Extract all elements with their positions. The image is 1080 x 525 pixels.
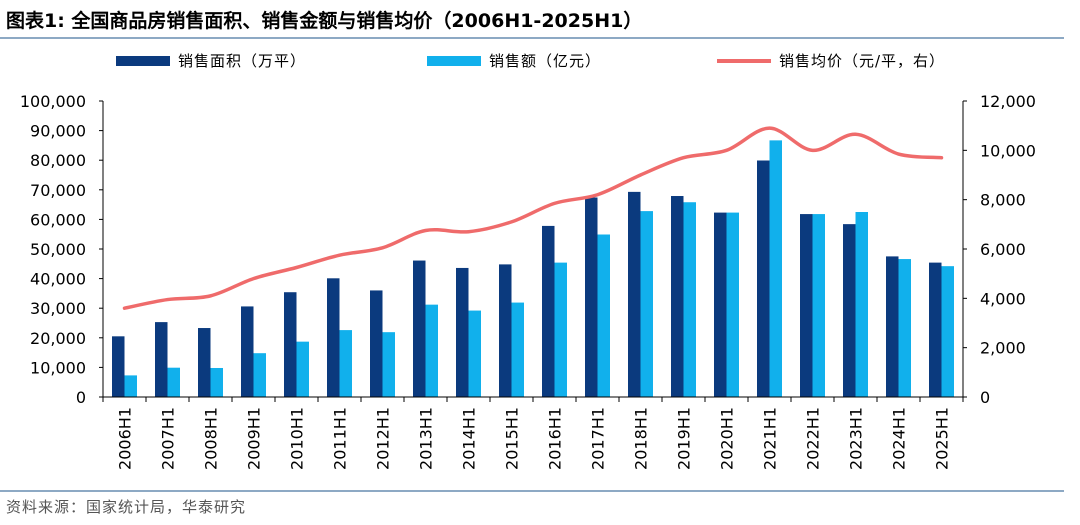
left-tick-label: 10,000 — [30, 358, 86, 377]
bar-area — [929, 262, 942, 397]
right-tick-label: 10,000 — [980, 141, 1036, 160]
x-tick-label: 2017H1 — [589, 407, 608, 470]
right-tick-label: 8,000 — [980, 191, 1026, 210]
bar-area — [112, 336, 125, 397]
bar-area — [843, 224, 856, 397]
x-tick-label: 2006H1 — [116, 407, 135, 470]
left-tick-label: 30,000 — [30, 299, 86, 318]
bar-area — [714, 212, 727, 397]
legend-label-price: 销售均价（元/平，右） — [779, 52, 945, 70]
x-tick-label: 2020H1 — [718, 407, 737, 470]
bars-group — [112, 140, 954, 398]
x-tick-label: 2022H1 — [804, 407, 823, 470]
bar-amount — [597, 234, 610, 397]
bar-amount — [253, 353, 266, 397]
x-axis: 2006H1 2007H1 2008H1 2009H1 2010H1 2011H1 2012… — [102, 396, 964, 470]
bar-amount — [726, 212, 739, 397]
bar-amount — [339, 330, 352, 397]
bar-area — [198, 328, 211, 397]
bar-area — [585, 197, 598, 397]
bar-area — [327, 278, 340, 397]
bar-amount — [468, 310, 481, 397]
bar-amount — [683, 202, 696, 397]
bar-amount — [511, 302, 524, 397]
bar-amount — [855, 212, 868, 397]
legend-swatch-area — [116, 56, 170, 66]
legend-label-area: 销售面积（万平） — [178, 52, 306, 70]
chart-title: 图表1: 全国商品房销售面积、销售金额与销售均价（2006H1-2025H1） — [6, 10, 643, 32]
x-tick-label: 2009H1 — [245, 407, 264, 470]
bar-amount — [554, 262, 567, 397]
bar-area — [370, 290, 383, 397]
x-tick-label: 2008H1 — [202, 407, 221, 470]
x-tick-label: 2012H1 — [374, 407, 393, 470]
x-tick-label: 2016H1 — [546, 407, 565, 470]
x-tick-label: 2013H1 — [417, 407, 436, 470]
left-tick-label: 50,000 — [30, 240, 86, 259]
x-tick-label: 2023H1 — [847, 407, 866, 470]
bar-amount — [167, 367, 180, 397]
right-tick-label: 4,000 — [980, 289, 1026, 308]
bar-area — [413, 260, 426, 397]
left-tick-label: 60,000 — [30, 210, 86, 229]
x-tick-label: 2025H1 — [933, 407, 952, 470]
legend: 销售面积（万平） 销售额（亿元） 销售均价（元/平，右） — [116, 52, 945, 70]
x-tick-label: 2014H1 — [460, 407, 479, 470]
bar-amount — [769, 140, 782, 398]
left-tick-label: 100,000 — [20, 92, 86, 111]
legend-label-amount: 销售额（亿元） — [489, 52, 601, 70]
bar-area — [456, 267, 469, 397]
bar-area — [628, 191, 641, 397]
source-note: 资料来源：国家统计局，华泰研究 — [6, 498, 247, 516]
x-tick-label: 2021H1 — [761, 407, 780, 470]
right-tick-label: 0 — [980, 388, 990, 407]
top-divider — [0, 37, 1064, 39]
x-tick-label: 2019H1 — [675, 407, 694, 470]
bar-amount — [296, 341, 309, 397]
chart-canvas: 销售面积（万平） 销售额（亿元） 销售均价（元/平，右） 0 10,000 20,000… — [20, 52, 1036, 470]
bar-amount — [210, 367, 223, 397]
x-tick-label: 2018H1 — [632, 407, 651, 470]
bar-amount — [425, 304, 438, 397]
bar-amount — [898, 259, 911, 397]
left-tick-label: 80,000 — [30, 151, 86, 170]
bottom-divider — [0, 490, 1064, 492]
right-y-axis: 0 2,000 4,000 6,000 8,000 10,000 12,000 — [962, 92, 1036, 407]
bar-area — [542, 225, 555, 397]
x-tick-label: 2015H1 — [503, 407, 522, 470]
bar-area — [155, 322, 168, 397]
right-tick-label: 6,000 — [980, 240, 1026, 259]
bar-amount — [382, 332, 395, 397]
bar-amount — [640, 211, 653, 397]
bar-area — [757, 160, 770, 397]
left-tick-label: 0 — [76, 388, 86, 407]
left-tick-label: 70,000 — [30, 181, 86, 200]
left-tick-label: 90,000 — [30, 122, 86, 141]
left-y-axis: 0 10,000 20,000 30,000 40,000 50,000 60,000 70,… — [20, 92, 104, 407]
price-line-group — [122, 126, 944, 310]
right-tick-label: 2,000 — [980, 339, 1026, 358]
x-tick-label: 2024H1 — [890, 407, 909, 470]
left-tick-label: 40,000 — [30, 270, 86, 289]
bar-area — [241, 306, 254, 397]
bar-amount — [124, 375, 137, 397]
bar-amount — [941, 266, 954, 397]
bar-area — [284, 292, 297, 397]
right-tick-label: 12,000 — [980, 92, 1036, 111]
left-tick-label: 20,000 — [30, 329, 86, 348]
price-line — [122, 126, 944, 310]
bar-area — [671, 196, 684, 397]
bar-amount — [812, 214, 825, 397]
x-tick-label: 2007H1 — [159, 407, 178, 470]
x-tick-label: 2011H1 — [331, 407, 350, 470]
x-tick-label: 2010H1 — [288, 407, 307, 470]
legend-swatch-amount — [427, 56, 481, 66]
bar-area — [800, 214, 813, 397]
bar-area — [886, 256, 899, 397]
bar-area — [499, 264, 512, 397]
